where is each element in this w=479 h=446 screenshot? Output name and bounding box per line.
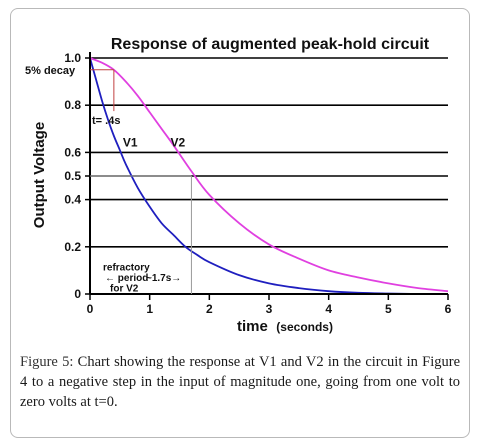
axes xyxy=(85,52,449,300)
decay-label: 5% decay xyxy=(25,65,76,77)
y-tick-label-3: 0.5 xyxy=(64,169,81,183)
refractory-span-label: ~1.7s→ xyxy=(146,273,181,284)
series-group: V1 V2 xyxy=(89,57,449,295)
x-tick-label-2: 2 xyxy=(206,302,213,316)
y-tick-label-2: 0.4 xyxy=(64,193,81,207)
decay-chart: Response of augmented peak-hold circuit … xyxy=(25,36,452,335)
series-line-v1 xyxy=(89,57,449,295)
x-tick-label-4: 4 xyxy=(325,302,332,316)
refractory-label-line2: ← period xyxy=(105,273,148,284)
x-tick-label-0: 0 xyxy=(87,302,94,316)
x-axis-label-unit: (seconds) xyxy=(276,320,333,334)
series-line-v2 xyxy=(89,57,449,293)
t-value-label: t= .4s xyxy=(92,115,120,127)
series-label-v2: V2 xyxy=(171,136,186,150)
caption-text: Chart showing the response at V1 and V2 … xyxy=(20,354,461,410)
grid-lines xyxy=(90,57,448,248)
tick-labels: 0 1 2 3 4 5 6 0 0.2 0.4 0.5 0.6 0.8 1.0 xyxy=(64,51,451,316)
chart-title: Response of augmented peak-hold circuit xyxy=(111,36,430,53)
y-tick-label-6: 1.0 xyxy=(64,51,81,65)
x-axis-label: time (seconds) xyxy=(237,318,333,335)
refractory-label-line3: for V2 xyxy=(110,284,139,295)
refractory-label-line1: refractory xyxy=(103,262,150,273)
x-tick-label-5: 5 xyxy=(385,302,392,316)
y-tick-label-0: 0 xyxy=(74,287,81,301)
figure-caption: Figure 5: Chart showing the response at … xyxy=(20,352,460,412)
y-axis-label: Output Voltage xyxy=(31,122,48,228)
series-label-v1: V1 xyxy=(123,136,138,150)
y-tick-label-1: 0.2 xyxy=(64,240,81,254)
x-tick-label-3: 3 xyxy=(266,302,273,316)
x-tick-label-6: 6 xyxy=(445,302,452,316)
y-tick-label-5: 0.8 xyxy=(64,98,81,112)
caption-label: Figure 5: xyxy=(20,354,74,370)
x-tick-label-1: 1 xyxy=(146,302,153,316)
x-axis-label-main: time xyxy=(237,318,268,335)
y-tick-label-4: 0.6 xyxy=(64,145,81,159)
